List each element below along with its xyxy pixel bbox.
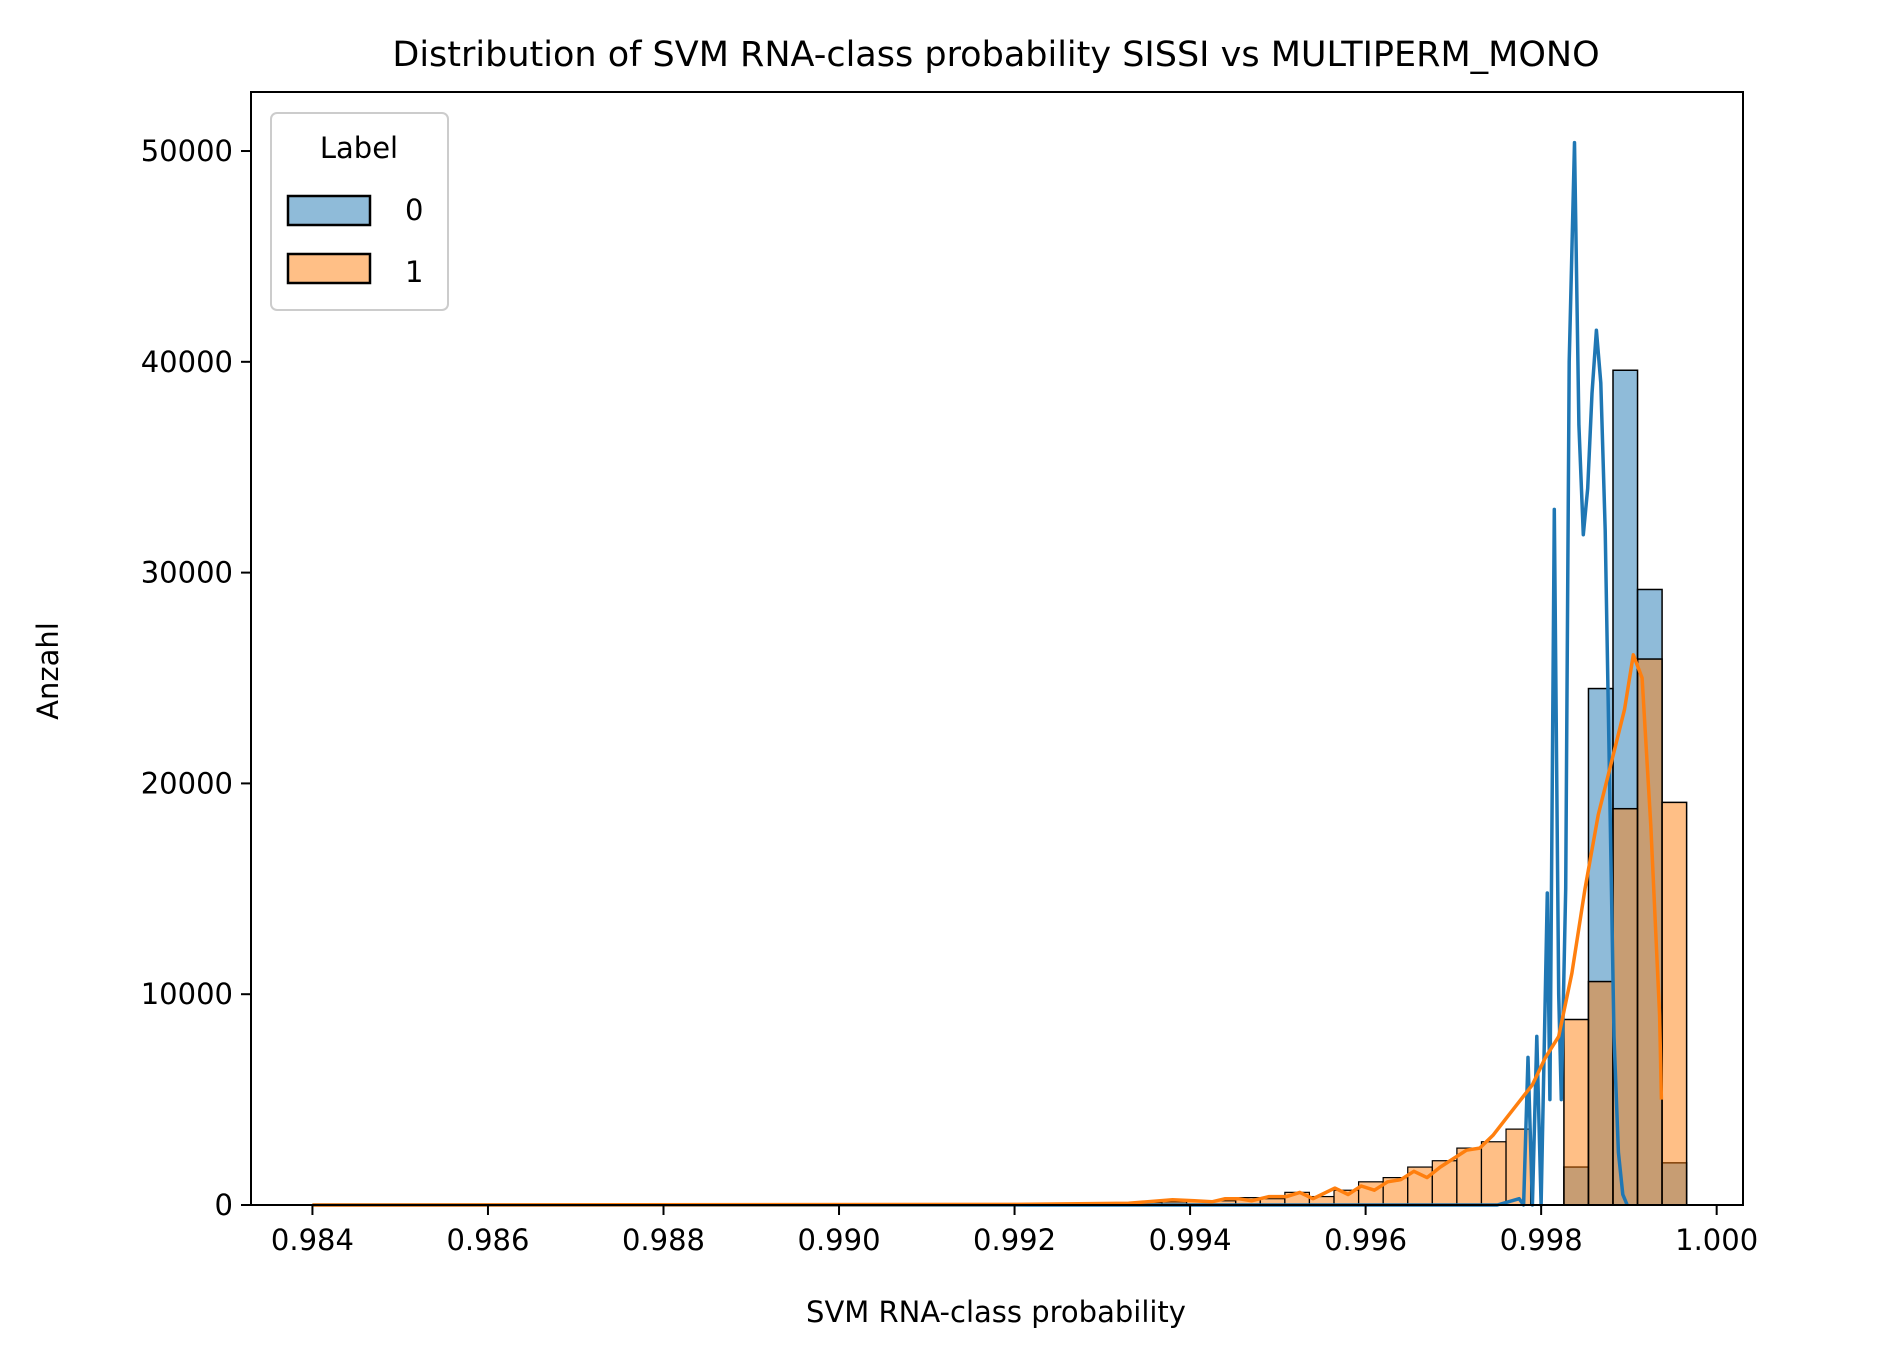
x-tick-label-1: 0.986 xyxy=(446,1223,529,1257)
x-tick-label-3: 0.990 xyxy=(798,1223,881,1257)
bar-label-1-55 xyxy=(1661,801,1688,1206)
kde-line-label-0 xyxy=(312,140,1629,1207)
x-tick-label-8: 1.000 xyxy=(1675,1223,1758,1257)
y-tick-label-1: 10000 xyxy=(141,977,233,1011)
y-tick-label-5: 50000 xyxy=(141,134,233,168)
x-tick-label-6: 0.996 xyxy=(1324,1223,1407,1257)
x-tick-label-0: 0.984 xyxy=(271,1223,354,1257)
kde-line-label-1 xyxy=(312,653,1664,1207)
bar-label-1-51 xyxy=(1563,1018,1590,1206)
x-tick-label-5: 0.994 xyxy=(1149,1223,1232,1257)
bar-label-1-tail-14 xyxy=(1431,1160,1458,1206)
y-tick-label-4: 40000 xyxy=(141,345,233,379)
legend-swatch-1 xyxy=(286,252,372,285)
x-tick-label-7: 0.998 xyxy=(1500,1223,1583,1257)
bar-label-1-tail-15 xyxy=(1456,1147,1483,1206)
bar-label-1-54 xyxy=(1636,658,1663,1206)
x-tick-label-2: 0.988 xyxy=(622,1223,705,1257)
y-tick-label-3: 30000 xyxy=(141,556,233,590)
legend: Label 0 1 xyxy=(270,112,449,311)
y-axis-label: Anzahl xyxy=(31,622,65,720)
legend-swatch-0 xyxy=(286,194,372,227)
bar-label-1-tail-16 xyxy=(1480,1141,1507,1206)
chart-title: Distribution of SVM RNA-class probabilit… xyxy=(392,35,1599,75)
y-tick-label-0: 0 xyxy=(215,1188,233,1222)
y-tick-label-2: 20000 xyxy=(141,766,233,800)
legend-label-1: 1 xyxy=(405,255,423,289)
legend-title: Label xyxy=(320,131,398,165)
bar-label-1-52 xyxy=(1587,980,1614,1206)
legend-label-0: 0 xyxy=(405,193,423,227)
plot-frame xyxy=(250,91,1744,1206)
x-tick-label-4: 0.992 xyxy=(973,1223,1056,1257)
x-axis-label: SVM RNA-class probability xyxy=(806,1295,1186,1329)
